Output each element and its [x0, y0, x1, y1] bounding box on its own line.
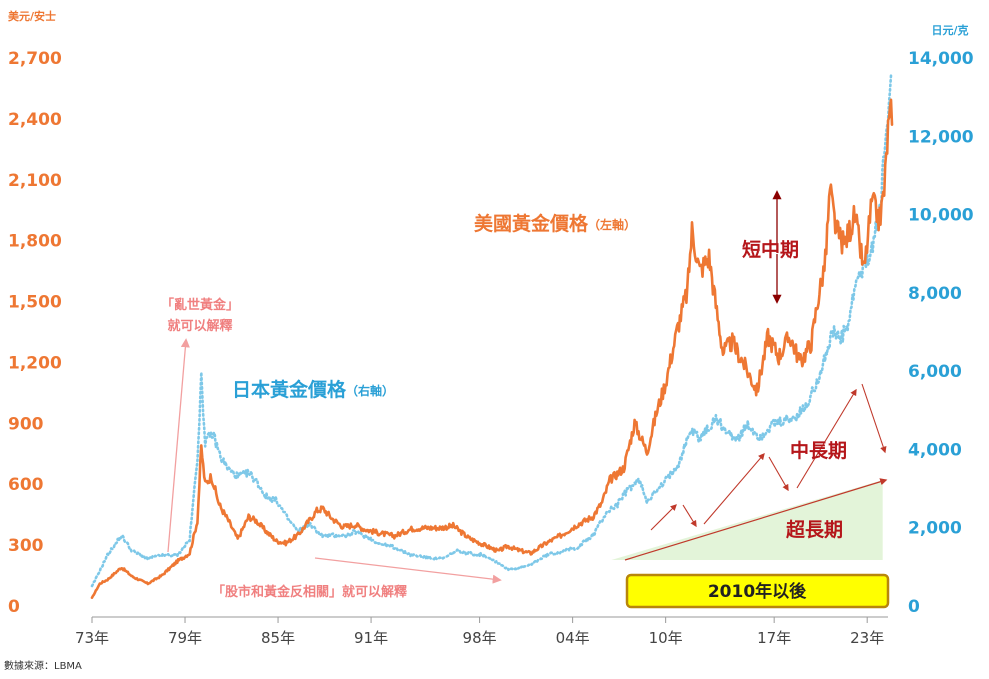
x-tick-label: 04年 — [556, 629, 590, 647]
right-tick-label: 4,000 — [908, 440, 962, 460]
left-axis-ticks: 0 300 600 900 1,200 1,500 1,800 2,100 2,400 2,700 — [8, 49, 62, 617]
source-note: 數據來源：LBMA — [4, 659, 82, 672]
left-tick-label: 2,100 — [8, 171, 62, 191]
series-layer — [90, 74, 894, 599]
x-tick-label: 17年 — [757, 629, 791, 647]
x-tick-label: 23年 — [850, 629, 884, 647]
mid-term-arrow-6 — [861, 383, 887, 454]
super-long-term-label: 超長期 — [785, 518, 843, 541]
left-tick-label: 1,800 — [8, 232, 62, 252]
right-tick-label: 12,000 — [908, 127, 974, 147]
mid-term-arrow-1 — [650, 504, 677, 531]
x-tick-label: 79年 — [168, 629, 202, 647]
crisis-gold-line2: 就可以解釋 — [167, 318, 232, 334]
right-axis-ticks: 0 2,000 4,000 6,000 8,000 10,000 12,000 14,000 — [908, 49, 974, 617]
us-gold-label: 美國黃金價格（左軸） — [474, 212, 636, 235]
left-tick-label: 900 — [8, 414, 44, 434]
jp-gold-label: 日本黃金價格（右軸） — [232, 378, 394, 401]
us-gold-axis-note: （左軸） — [588, 217, 636, 232]
x-tick-label: 73年 — [75, 629, 109, 647]
right-tick-label: 0 — [908, 597, 920, 617]
left-tick-label: 1,200 — [8, 353, 62, 373]
since-2010-label: 2010年以後 — [708, 581, 807, 602]
x-tick-label: 91年 — [354, 629, 388, 647]
mid-term-arrow-2 — [682, 504, 697, 528]
left-tick-label: 0 — [8, 597, 20, 617]
x-tick-label: 10年 — [649, 629, 683, 647]
since-2010-box — [625, 573, 890, 609]
mid-long-term-label: 中長期 — [790, 439, 847, 462]
jp-gold-axis-note: （右軸） — [346, 383, 394, 398]
left-axis-unit: 美元/安士 — [8, 9, 56, 23]
left-tick-label: 2,400 — [8, 110, 62, 130]
x-tick-label: 85年 — [261, 629, 295, 647]
jp-gold-line — [90, 74, 894, 588]
right-tick-label: 2,000 — [908, 519, 962, 539]
negative-corr-arrow — [314, 557, 502, 584]
jp-gold-name: 日本黃金價格 — [232, 378, 347, 401]
left-tick-label: 300 — [8, 536, 44, 556]
x-tick-label: 98年 — [463, 629, 497, 647]
super-long-term-wedge — [611, 480, 883, 560]
crisis-gold-arrow — [167, 338, 190, 553]
x-axis-ticks: 73年 79年 85年 91年 98年 04年 10年 17年 23年 — [75, 617, 884, 647]
mid-term-arrow-3 — [703, 452, 765, 525]
right-tick-label: 8,000 — [908, 284, 962, 304]
left-tick-label: 1,500 — [8, 293, 62, 313]
left-tick-label: 600 — [8, 475, 44, 495]
super-long-term-arrow — [624, 478, 888, 561]
mid-term-arrow-4 — [768, 456, 789, 492]
negative-corr-label: 「股市和黃金反相關」就可以解釋 — [212, 584, 407, 600]
mid-term-arrow-5 — [796, 388, 857, 489]
us-gold-name: 美國黃金價格 — [474, 212, 589, 235]
right-tick-label: 6,000 — [908, 362, 962, 382]
right-axis-unit: 日元/克 — [931, 23, 968, 37]
right-tick-label: 14,000 — [908, 49, 974, 69]
short-term-label: 短中期 — [742, 238, 799, 261]
us-gold-line — [90, 98, 894, 599]
left-tick-label: 2,700 — [8, 49, 62, 69]
crisis-gold-line1: 「亂世黃金」 — [161, 297, 239, 313]
right-tick-label: 10,000 — [908, 206, 974, 226]
